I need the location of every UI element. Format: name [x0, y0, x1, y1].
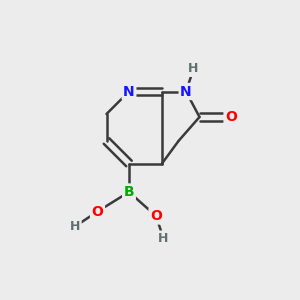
Text: B: B: [124, 185, 134, 199]
Text: O: O: [225, 110, 237, 124]
Text: H: H: [158, 232, 169, 245]
Text: N: N: [180, 85, 192, 98]
Text: O: O: [150, 209, 162, 223]
Text: H: H: [70, 220, 80, 233]
Text: H: H: [188, 62, 199, 76]
Text: N: N: [123, 85, 135, 98]
Text: O: O: [92, 205, 104, 218]
